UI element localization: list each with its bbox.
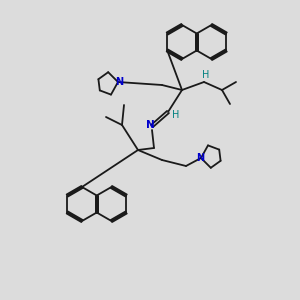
Text: N: N bbox=[115, 77, 123, 87]
Text: H: H bbox=[202, 70, 210, 80]
Text: N: N bbox=[196, 153, 204, 163]
Text: H: H bbox=[172, 110, 180, 120]
Text: N: N bbox=[146, 120, 154, 130]
